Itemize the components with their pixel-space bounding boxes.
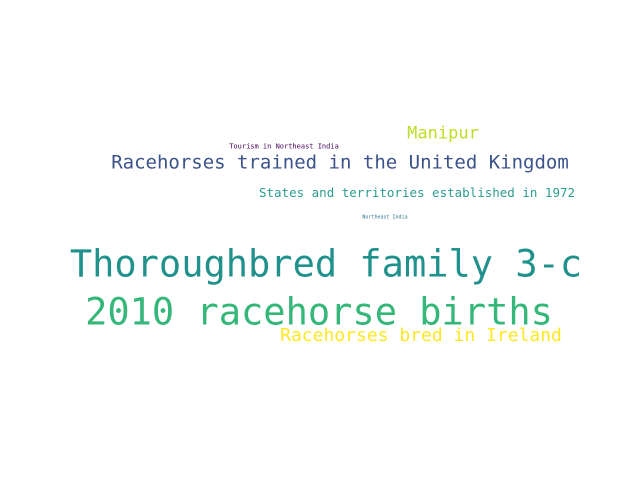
word-states-territories-1972: States and territories established in 19… [258, 184, 576, 200]
word-racehorses-bred-ireland: Racehorses bred in Ireland [280, 325, 562, 346]
word-northeast-india: Northeast India [362, 214, 408, 221]
word-2010-racehorse-births: 2010 racehorse births [85, 290, 553, 334]
word-racehorses-trained-uk: Racehorses trained in the United Kingdom [111, 151, 569, 174]
word-manipur: Manipur [407, 123, 479, 144]
word-tourism-in-northeast-india: Tourism in Northeast India [229, 142, 339, 151]
word-thoroughbred-family: Thoroughbred family 3-c [69, 242, 583, 286]
